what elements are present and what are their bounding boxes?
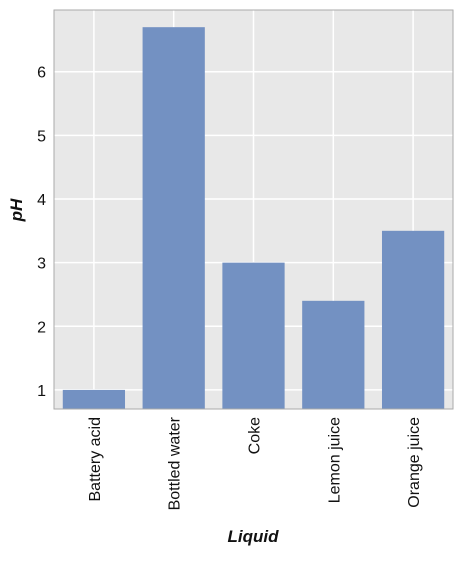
bar: [302, 300, 365, 409]
bar: [381, 230, 445, 409]
bar: [62, 389, 126, 409]
y-tick-label: 5: [37, 128, 46, 145]
x-tick-label: Coke: [247, 417, 264, 454]
y-tick-label: 2: [37, 319, 46, 336]
y-tick-label: 3: [37, 256, 46, 273]
y-tick-label: 6: [37, 65, 46, 82]
bar: [222, 262, 285, 409]
x-tick-label: Lemon juice: [326, 417, 343, 503]
bar: [142, 27, 205, 409]
y-tick-label: 1: [37, 383, 46, 400]
x-axis-title: Liquid: [228, 527, 280, 546]
y-tick-label: 4: [37, 192, 46, 209]
plot-frame: [53, 9, 454, 410]
x-tick-label: Orange juice: [406, 417, 423, 508]
y-axis-title: pH: [7, 198, 26, 222]
x-tick-label: Battery acid: [87, 417, 104, 501]
x-tick-label: Bottled water: [167, 416, 184, 510]
